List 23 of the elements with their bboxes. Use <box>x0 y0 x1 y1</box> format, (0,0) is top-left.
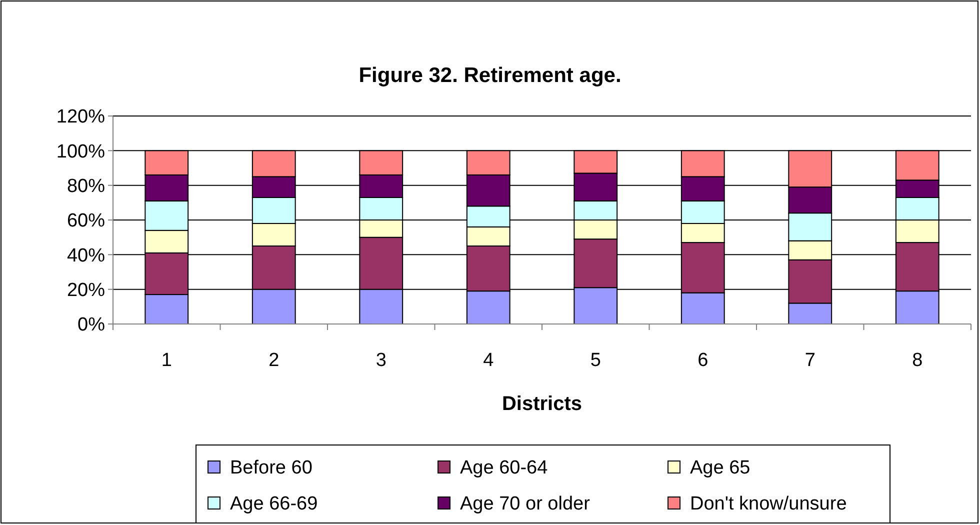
x-tick-label: 1 <box>161 350 172 371</box>
y-tick-label: 40% <box>66 245 106 266</box>
legend-label: Don't know/unsure <box>690 494 847 515</box>
x-tick-label: 5 <box>590 350 601 371</box>
legend-label: Before 60 <box>230 458 312 479</box>
chart-title: Figure 32. Retirement age. <box>358 64 622 87</box>
x-tick-label: 2 <box>268 350 280 371</box>
legend-label: Age 60-64 <box>460 458 548 479</box>
y-tick-label: 100% <box>56 141 106 162</box>
x-tick-label: 8 <box>912 350 923 371</box>
x-tick-label: 3 <box>376 350 386 371</box>
x-tick-label: 6 <box>698 350 708 371</box>
y-tick-label: 0% <box>78 314 106 336</box>
legend-label: Age 65 <box>690 458 750 479</box>
y-tick-label: 80% <box>66 176 106 197</box>
y-tick-label: 120% <box>56 106 106 128</box>
y-tick-label: 20% <box>66 280 106 301</box>
x-tick-label: 4 <box>483 350 494 371</box>
legend-label: Age 70 or older <box>460 494 591 515</box>
y-tick-label: 60% <box>66 210 106 232</box>
x-axis-title: Districts <box>502 393 582 415</box>
x-tick-label: 7 <box>804 350 816 371</box>
legend-label: Age 66-69 <box>230 494 318 515</box>
